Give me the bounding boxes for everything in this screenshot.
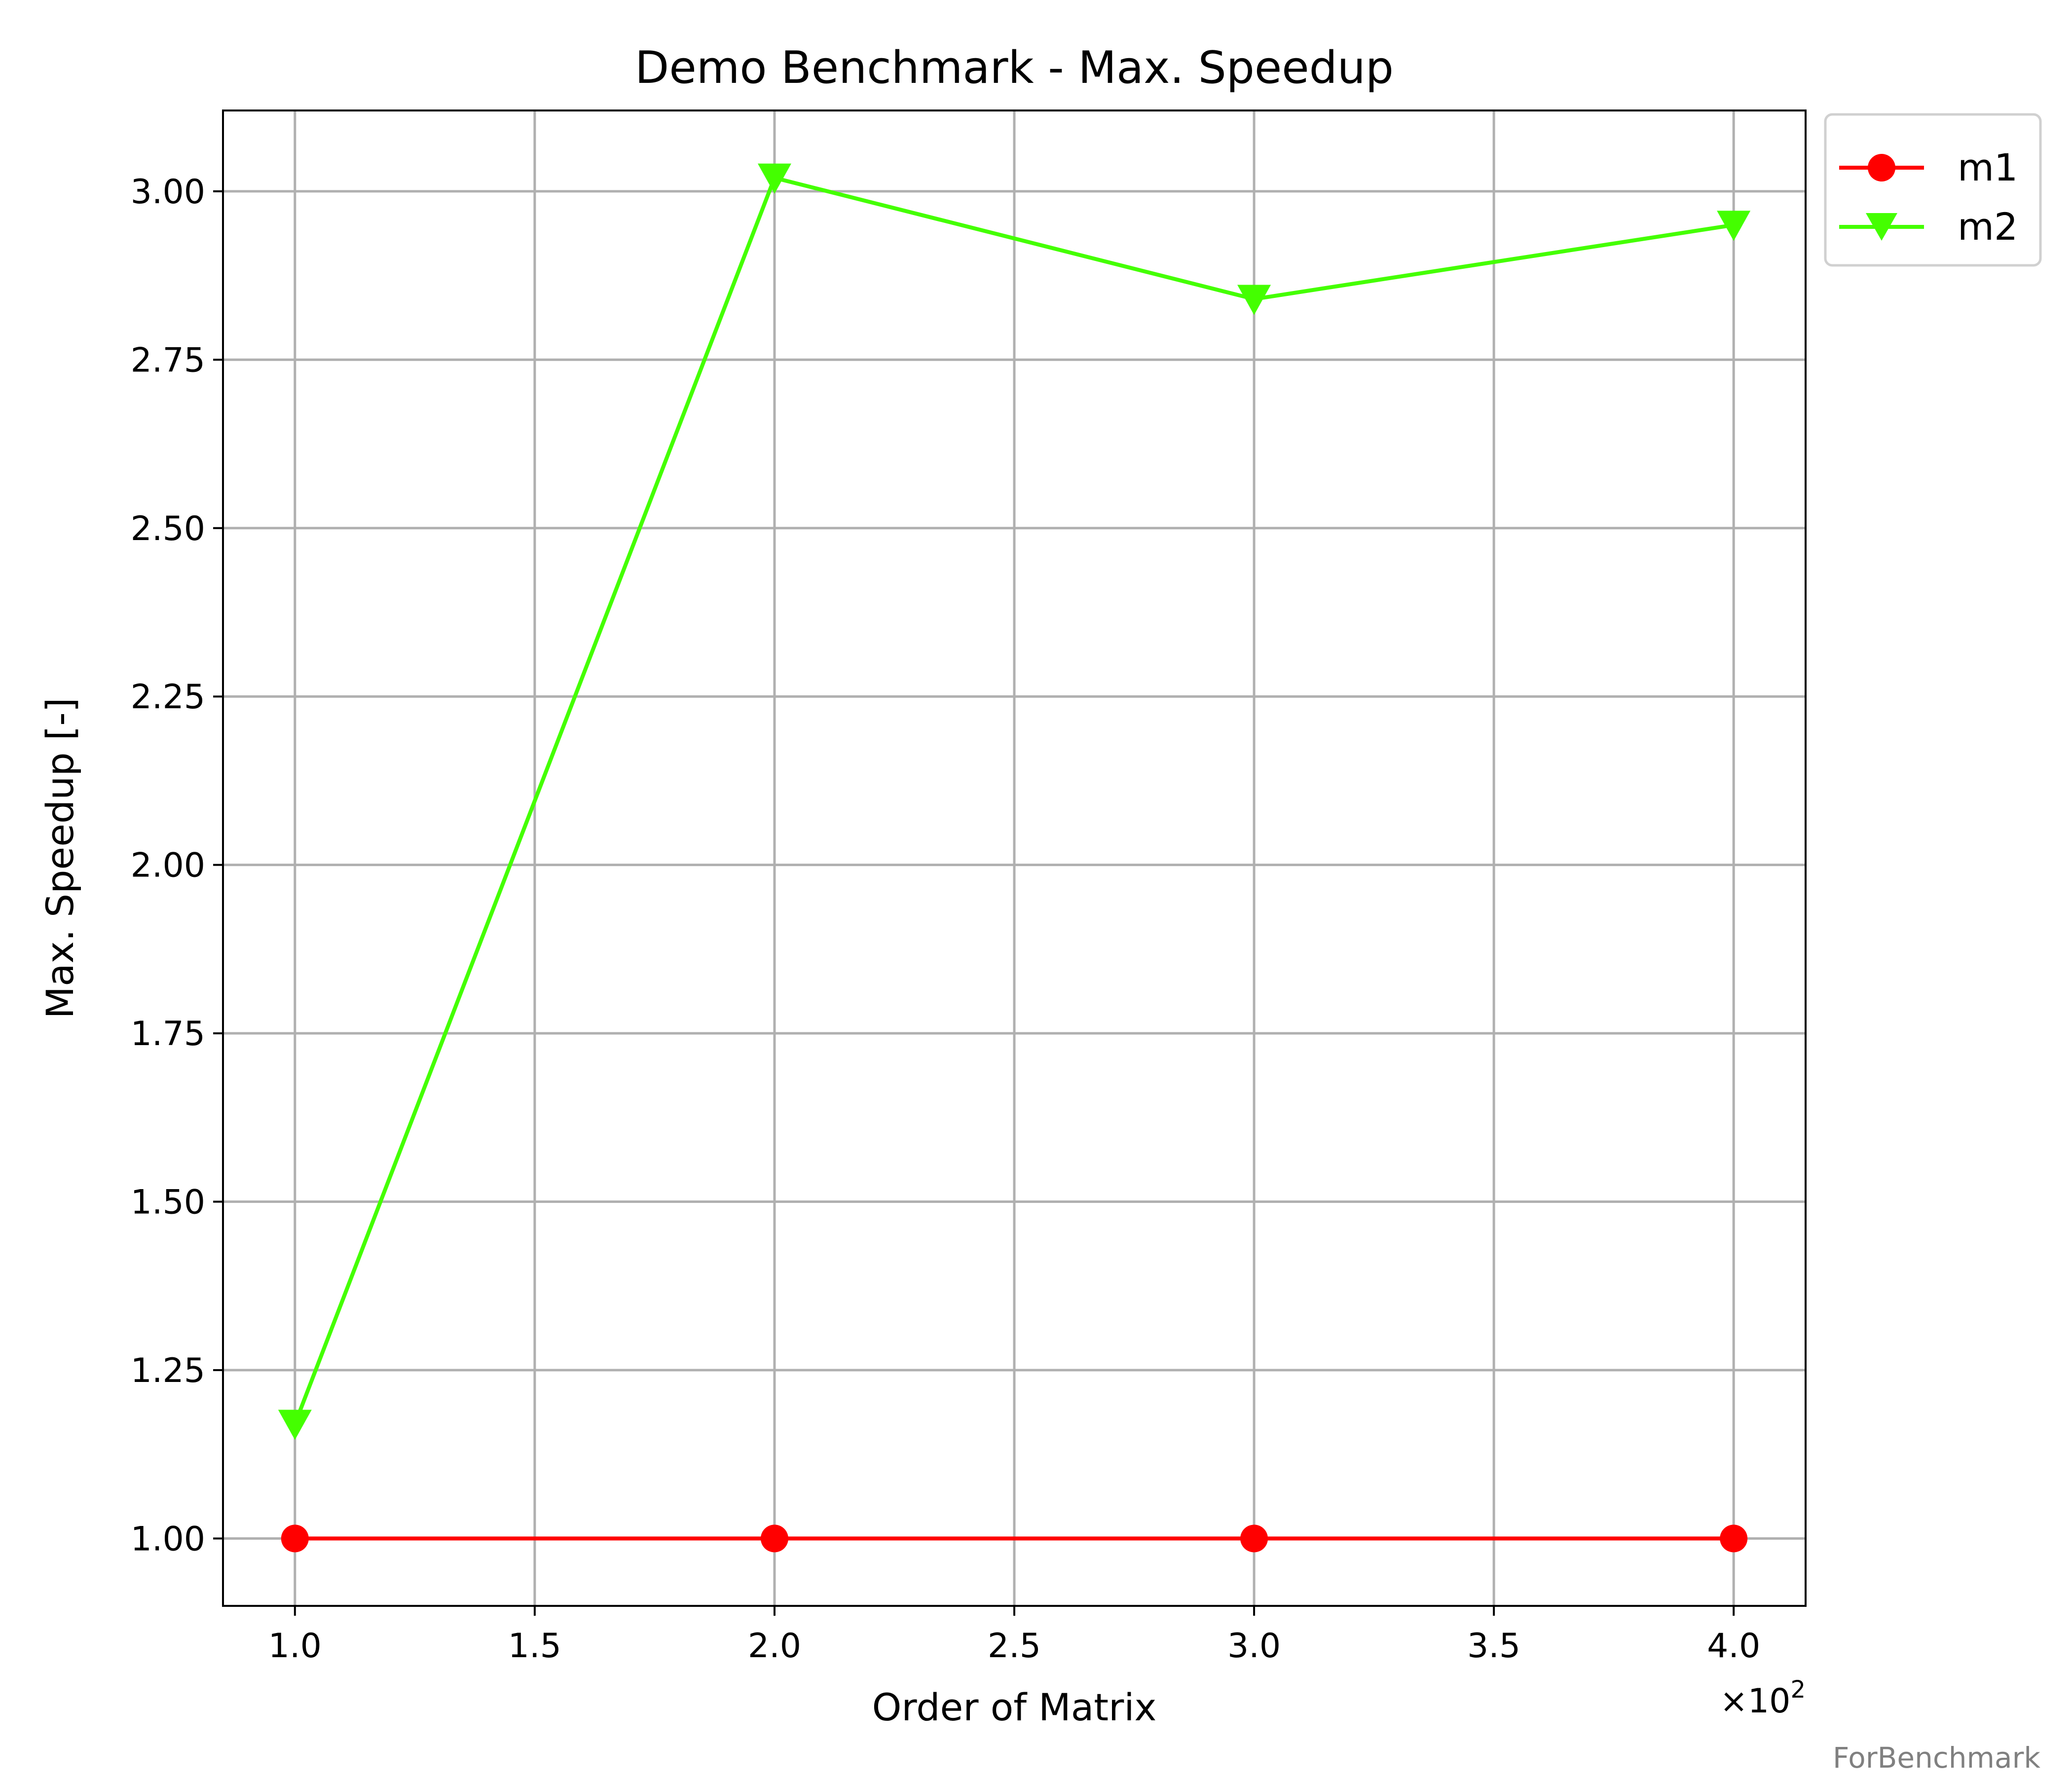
x-tick-label: 3.0 xyxy=(1227,1627,1281,1666)
y-tick-label: 2.00 xyxy=(131,846,205,885)
legend: m1 m2 xyxy=(1824,113,2042,267)
series-layer xyxy=(278,163,1751,1553)
y-tick-label: 1.00 xyxy=(131,1520,205,1559)
y-tick-label: 2.50 xyxy=(131,509,205,548)
y-tick-label: 1.75 xyxy=(131,1015,205,1053)
data-point-m1 xyxy=(281,1524,309,1553)
y-axis-title: Max. Speedup [-] xyxy=(38,698,82,1019)
chart-title: Demo Benchmark - Max. Speedup xyxy=(635,42,1394,94)
y-tick-label: 2.25 xyxy=(131,678,205,717)
x-tick-label: 2.0 xyxy=(748,1627,801,1666)
legend-m1-label: m1 xyxy=(1958,145,2018,189)
x-axis-multiplier-base: ×10 xyxy=(1720,1682,1791,1721)
x-axis-title: Order of Matrix xyxy=(872,1685,1157,1729)
data-point-m2 xyxy=(1237,285,1271,315)
y-axis: 1.00 1.25 1.50 1.75 2.00 2.25 2.50 2.75 3.00 xyxy=(131,173,223,1559)
x-tick-label: 1.0 xyxy=(268,1627,322,1666)
grid xyxy=(223,110,1806,1606)
data-point-m2 xyxy=(757,163,791,194)
x-axis-multiplier-exponent: 2 xyxy=(1790,1676,1806,1704)
y-tick-label: 1.25 xyxy=(131,1351,205,1390)
x-axis: 1.0 1.5 2.0 2.5 3.0 3.5 4.0 xyxy=(268,1606,1760,1666)
x-tick-label: 4.0 xyxy=(1707,1627,1760,1666)
data-point-m2 xyxy=(278,1410,312,1440)
x-axis-multiplier: ×102 xyxy=(1720,1676,1806,1721)
data-point-m1 xyxy=(760,1524,788,1553)
y-tick-label: 2.75 xyxy=(131,341,205,380)
footer-note: ForBenchmark xyxy=(1833,1741,2040,1775)
data-point-m2 xyxy=(1717,211,1751,241)
series-line-m2 xyxy=(293,176,1734,1425)
y-tick-label: 3.00 xyxy=(131,173,205,212)
legend-m1-marker xyxy=(1868,154,1895,181)
data-point-m1 xyxy=(1240,1524,1268,1553)
y-tick-label: 1.50 xyxy=(131,1183,205,1222)
x-tick-label: 1.5 xyxy=(508,1627,561,1666)
data-point-m1 xyxy=(1720,1524,1748,1553)
legend-m2-marker xyxy=(1866,213,1897,241)
x-tick-label: 2.5 xyxy=(988,1627,1041,1666)
x-tick-label: 3.5 xyxy=(1467,1627,1520,1666)
legend-m2-label: m2 xyxy=(1958,205,2018,249)
